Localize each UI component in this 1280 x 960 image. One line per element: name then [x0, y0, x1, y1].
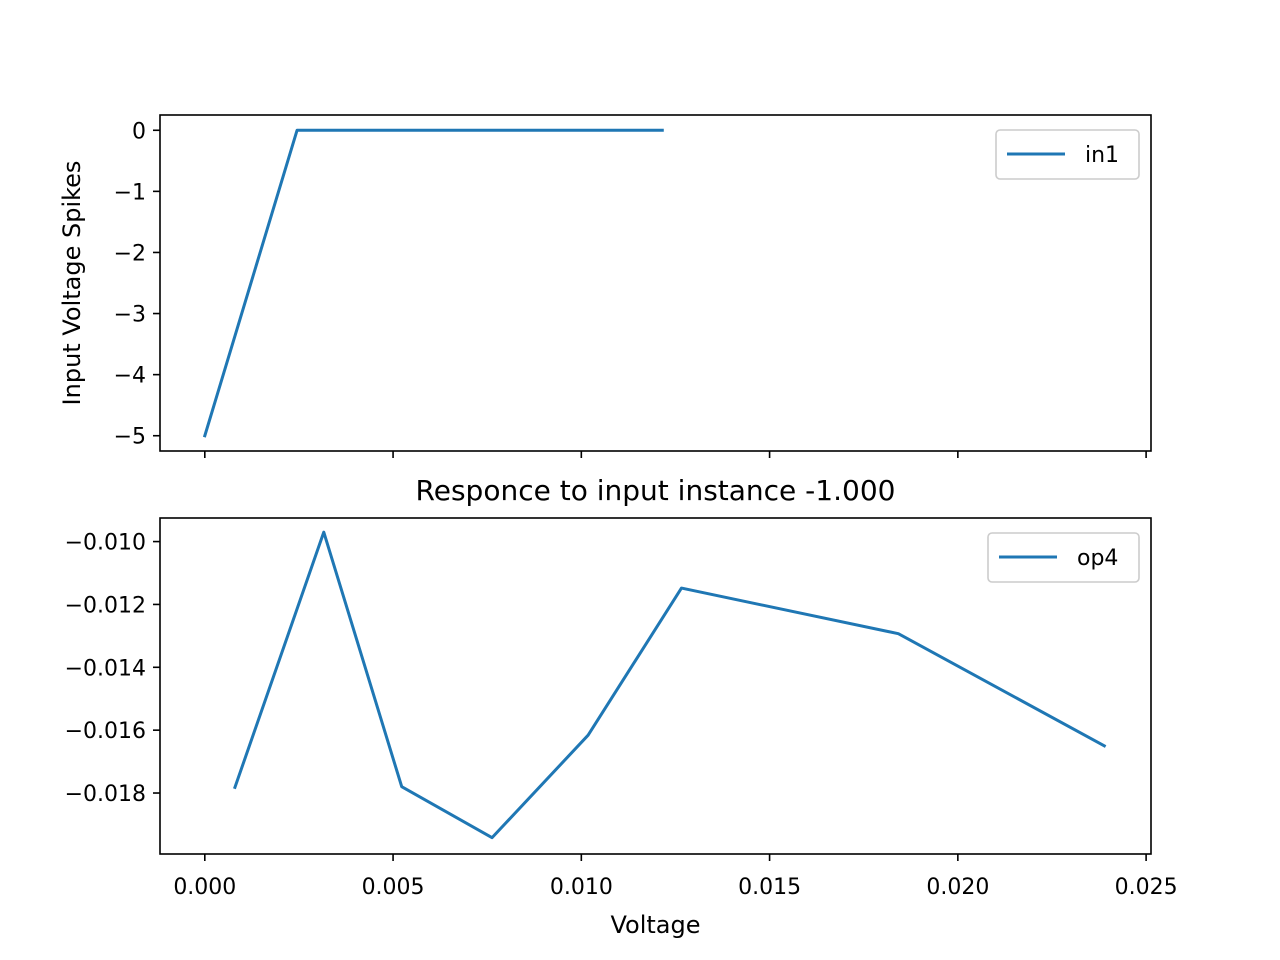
bottom-y-tick-label: −0.012 [65, 593, 146, 618]
bottom-x-tick-label: 0.010 [550, 875, 613, 900]
bottom-x-tick-label: 0.000 [173, 875, 236, 900]
top-y-tick-label: −4 [114, 364, 146, 389]
bottom-plot-frame [159, 517, 1152, 855]
bottom-series-line-op4 [233, 530, 1107, 840]
top-subplot: 0 −1 −2 −3 −4 −5 in1 [114, 114, 1152, 458]
bottom-x-axis-label: Voltage [610, 911, 700, 939]
top-y-tick-label: −2 [114, 241, 146, 266]
bottom-y-tick-label: −0.016 [65, 719, 146, 744]
bottom-x-tick-label: 0.005 [362, 875, 425, 900]
bottom-x-tick-label: 0.015 [738, 875, 801, 900]
top-legend-label: in1 [1085, 143, 1119, 168]
bottom-x-tick-label: 0.020 [926, 875, 989, 900]
bottom-x-tick-label: 0.025 [1115, 875, 1178, 900]
bottom-y-tick-label: −0.014 [65, 656, 146, 681]
bottom-y-tick-label: −0.010 [65, 531, 146, 556]
top-y-tick-label: 0 [132, 119, 146, 144]
top-plot-frame [159, 114, 1152, 452]
bottom-subplot: 0.000 0.005 0.010 0.015 0.020 0.025 −0.010 −0.0… [65, 517, 1178, 900]
top-y-tick-label: −3 [114, 303, 146, 328]
top-legend-box [995, 129, 1140, 180]
top-y-tick-label: −5 [114, 425, 146, 450]
top-y-axis-label: Input Voltage Spikes [58, 161, 86, 406]
bottom-y-tick-label: −0.018 [65, 782, 146, 807]
bottom-chart-title: Responce to input instance -1.000 [416, 474, 896, 507]
bottom-legend-box [987, 532, 1140, 583]
bottom-legend-label: op4 [1077, 546, 1118, 571]
top-series-line-in1 [202, 128, 664, 438]
top-y-tick-label: −1 [114, 180, 146, 205]
